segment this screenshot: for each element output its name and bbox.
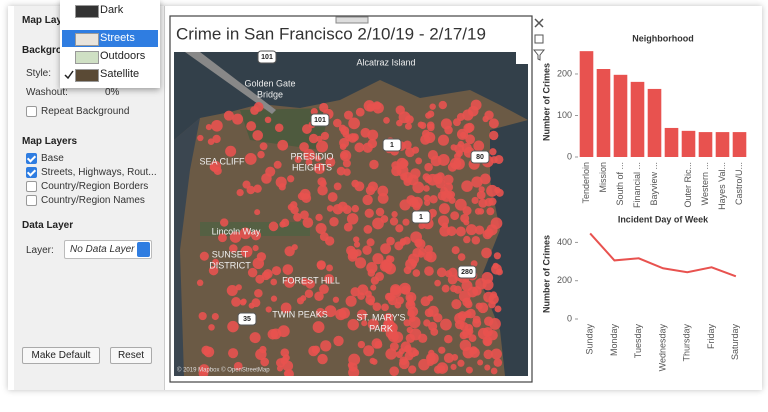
menu-label: Dark	[100, 4, 124, 16]
label: Country/Region Names	[41, 195, 145, 206]
label: Repeat Background	[41, 106, 130, 117]
style-menu: Dark Streets Outdoors Satellite	[60, 0, 160, 88]
dropdown-arrow	[137, 242, 150, 257]
heading: Data Layer	[22, 220, 74, 231]
checkbox[interactable]	[26, 106, 37, 117]
label: Country/Region Borders	[41, 181, 149, 192]
checkbox[interactable]	[26, 181, 37, 192]
heading: Background	[22, 45, 81, 56]
menu-item[interactable]: Streets	[62, 30, 158, 47]
heading: Map Layers	[22, 15, 78, 26]
label: Style:	[26, 68, 52, 79]
menu-item[interactable]: Dark	[62, 2, 158, 19]
label: Base	[41, 153, 64, 164]
thumbnail	[75, 69, 99, 82]
value: 0%	[105, 87, 120, 98]
thumbnail	[75, 33, 99, 46]
checkbox[interactable]	[26, 153, 37, 164]
heading: Map Layers	[22, 136, 78, 147]
thumbnail	[75, 51, 99, 64]
dropdown-value: No Data Layer	[70, 244, 135, 255]
label: Washout:	[26, 87, 68, 98]
dropdown[interactable]: No Data Layer	[64, 240, 152, 259]
check-path	[64, 70, 74, 80]
label: Layer:	[26, 245, 54, 256]
menu-label: Outdoors	[100, 50, 146, 62]
menu-item[interactable]: Satellite	[62, 66, 158, 83]
checkbox[interactable]	[26, 167, 37, 178]
thumbnail	[75, 5, 99, 18]
check-mark	[64, 70, 74, 80]
checkbox[interactable]	[26, 195, 37, 206]
button[interactable]: Reset	[110, 347, 152, 364]
label: Streets, Highways, Rout...	[41, 167, 157, 178]
menu-label: Streets	[100, 32, 135, 44]
menu-label: Satellite	[100, 68, 140, 80]
menu-item[interactable]: Outdoors	[62, 48, 158, 65]
button[interactable]: Make Default	[22, 347, 100, 364]
